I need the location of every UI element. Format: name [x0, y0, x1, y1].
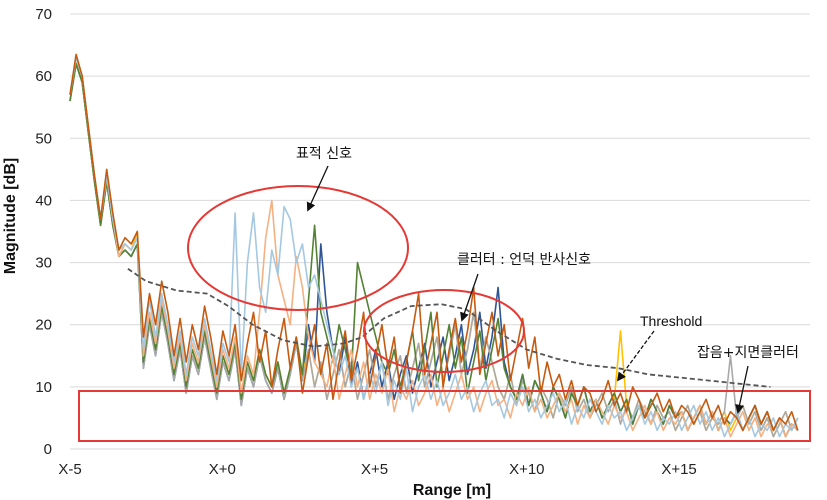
series-line-noise	[69, 62, 799, 438]
y-tick-label: 70	[35, 6, 52, 23]
noise-box	[78, 390, 811, 442]
annotation-arrow	[735, 365, 749, 414]
series-line-main	[69, 53, 799, 432]
annotation-target-signal: 표적 신호	[296, 146, 352, 162]
y-axis-title: Magnitude [dB]	[2, 158, 19, 274]
x-axis-title: Range [m]	[413, 482, 491, 499]
x-tick-label: X+0	[209, 461, 236, 478]
ellipse-clutter	[363, 289, 525, 373]
x-tick-label: X+5	[361, 461, 388, 478]
series-line-target	[69, 62, 799, 438]
y-tick-label: 10	[35, 379, 52, 396]
x-tick-label: X+15	[661, 461, 696, 478]
series-line-noise	[69, 62, 799, 438]
threshold-line	[127, 268, 771, 388]
series-line-target	[69, 56, 799, 438]
annotation-noise: 잡음+지면클러터	[697, 345, 799, 361]
gridlines	[70, 13, 810, 450]
annotation-shapes	[78, 165, 811, 442]
y-tick-label: 40	[35, 192, 52, 209]
x-axis-ticks: X-5 X+0 X+5 X+10 X+15	[58, 461, 696, 478]
annotation-arrow	[460, 273, 479, 322]
y-tick-label: 0	[44, 441, 52, 458]
annotation-arrow	[616, 330, 655, 382]
series-group	[69, 53, 799, 438]
y-axis-ticks: 0 10 20 30 40 50 60 70	[35, 6, 52, 458]
ellipse-target	[187, 185, 409, 311]
threshold-dashed-line	[127, 268, 771, 388]
annotation-threshold: Threshold	[640, 313, 702, 329]
y-tick-label: 30	[35, 255, 52, 272]
y-tick-label: 20	[35, 317, 52, 334]
annotation-arrow	[306, 165, 329, 212]
y-tick-label: 60	[35, 68, 52, 85]
x-tick-label: X-5	[58, 461, 81, 478]
annotation-clutter: 클러터 : 언덕 반사신호	[457, 252, 591, 268]
x-tick-label: X+10	[509, 461, 544, 478]
series-line-noise	[69, 62, 799, 438]
y-tick-label: 50	[35, 130, 52, 147]
series-line-target	[69, 56, 799, 438]
